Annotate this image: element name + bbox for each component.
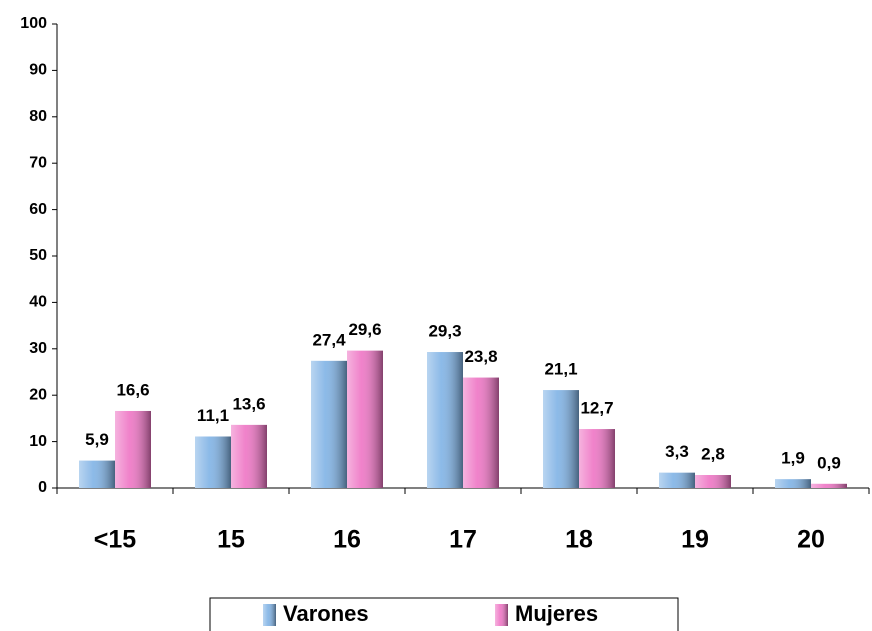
x-tick-label: 20 (797, 526, 825, 554)
y-tick-label: 80 (29, 108, 47, 125)
bar (579, 429, 615, 488)
y-tick-label: 10 (29, 433, 47, 450)
x-tick-label: 17 (449, 526, 477, 554)
x-tick-label: 15 (217, 526, 245, 554)
y-tick-label: 0 (38, 479, 47, 496)
bar (115, 410, 151, 488)
value-label: 1,9 (781, 449, 805, 468)
value-label: 3,3 (665, 442, 689, 461)
value-label: 5,9 (85, 430, 109, 449)
legend-label: Mujeres (515, 601, 598, 626)
y-tick-label: 100 (20, 15, 47, 32)
y-tick-label: 30 (29, 340, 47, 357)
y-tick-label: 60 (29, 201, 47, 218)
bar (347, 350, 383, 488)
bar (775, 479, 811, 488)
value-label: 27,4 (312, 330, 346, 349)
value-label: 29,6 (348, 320, 381, 339)
value-label: 2,8 (701, 444, 725, 463)
value-label: 23,8 (464, 347, 497, 366)
x-tick-label: 16 (333, 526, 361, 554)
value-label: 29,3 (428, 322, 461, 341)
bar (231, 424, 267, 488)
bar (811, 483, 847, 488)
y-tick-label: 70 (29, 154, 47, 171)
bar (659, 472, 695, 488)
bar (311, 360, 347, 488)
value-label: 0,9 (817, 453, 841, 472)
bar (463, 377, 499, 488)
legend-box (209, 597, 679, 631)
bar (543, 390, 579, 488)
x-tick-label: 18 (565, 526, 593, 554)
legend-label: Varones (283, 601, 369, 626)
x-tick-label: <15 (94, 526, 137, 554)
bar (79, 460, 115, 488)
y-tick-label: 40 (29, 294, 47, 311)
bar (427, 352, 463, 488)
y-tick-label: 90 (29, 62, 47, 79)
value-label: 13,6 (232, 394, 265, 413)
value-label: 11,1 (197, 406, 229, 425)
value-label: 12,7 (580, 399, 613, 418)
bar (195, 436, 231, 488)
y-tick-label: 20 (29, 386, 47, 403)
y-tick-label: 50 (29, 247, 47, 264)
bar (695, 475, 731, 488)
value-label: 16,6 (116, 380, 149, 399)
value-label: 21,1 (544, 360, 577, 379)
x-tick-label: 19 (681, 526, 709, 554)
